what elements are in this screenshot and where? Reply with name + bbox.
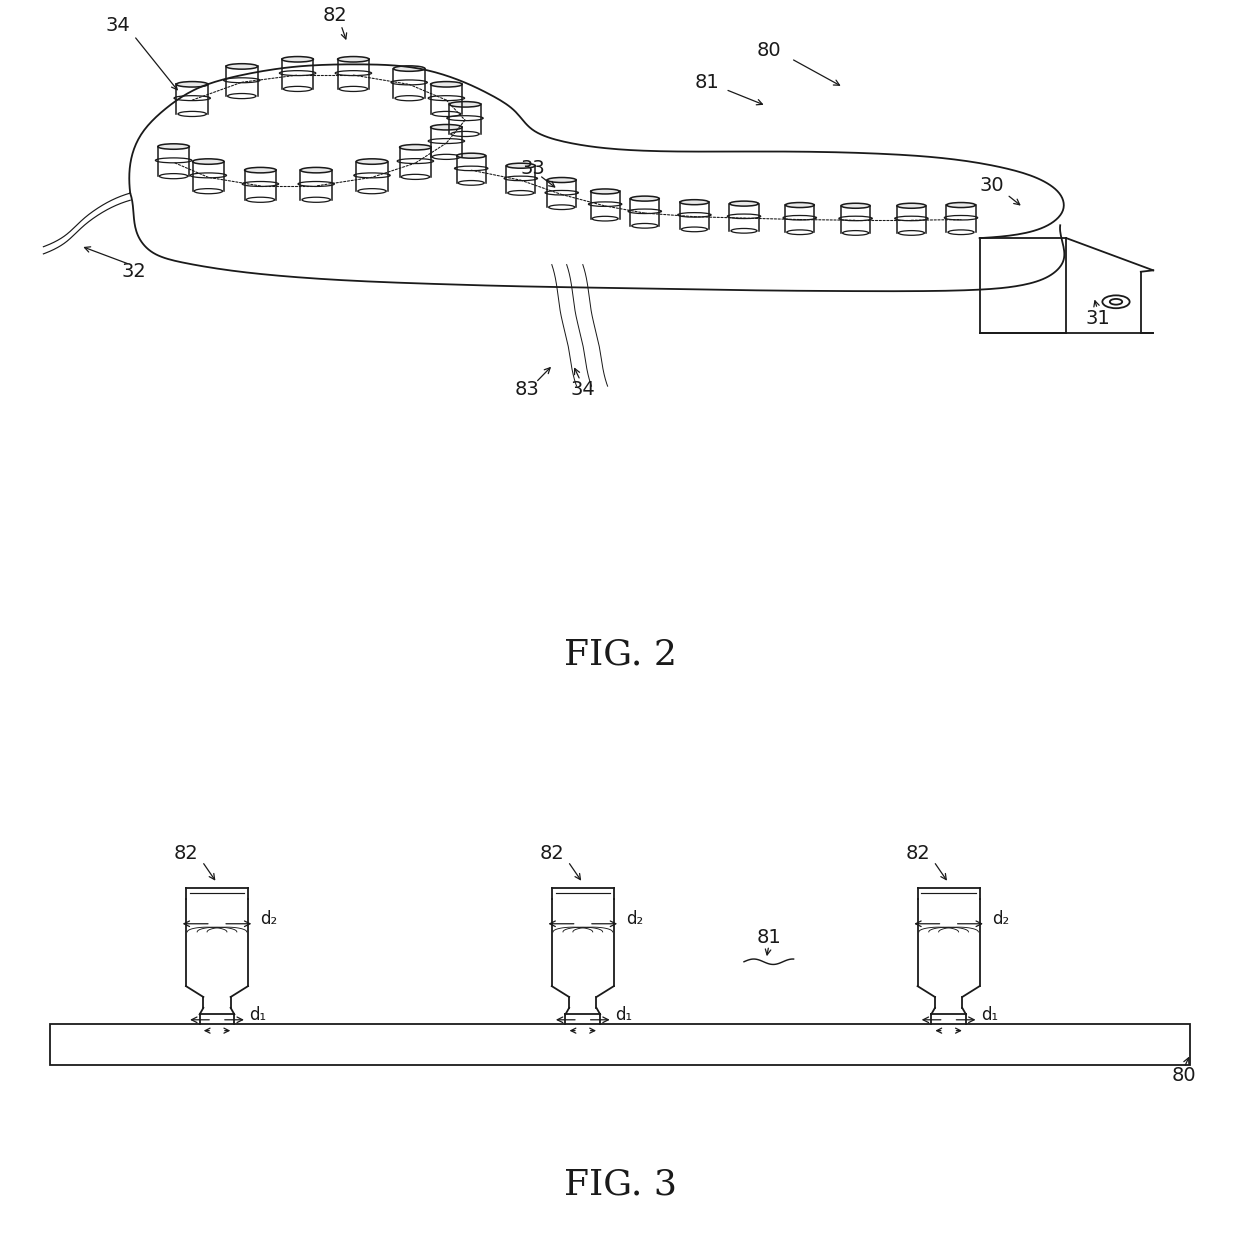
Text: 34: 34 (105, 16, 130, 35)
Ellipse shape (841, 203, 870, 208)
Text: 32: 32 (122, 263, 146, 281)
Text: d₁: d₁ (981, 1006, 998, 1025)
Text: 81: 81 (694, 73, 719, 91)
Text: d₂: d₂ (626, 910, 644, 928)
Ellipse shape (393, 65, 425, 72)
Ellipse shape (946, 202, 976, 207)
Text: FIG. 2: FIG. 2 (563, 637, 677, 671)
Text: 82: 82 (539, 843, 564, 863)
Ellipse shape (680, 200, 709, 205)
Text: 80: 80 (756, 41, 781, 59)
Ellipse shape (630, 196, 660, 201)
Ellipse shape (729, 201, 759, 206)
Ellipse shape (226, 64, 258, 69)
Ellipse shape (337, 57, 370, 62)
Text: 80: 80 (1172, 1067, 1197, 1085)
Text: 82: 82 (905, 843, 930, 863)
Text: d₁: d₁ (249, 1006, 267, 1025)
Ellipse shape (547, 178, 577, 182)
Text: 81: 81 (756, 927, 781, 947)
Ellipse shape (176, 81, 208, 88)
Ellipse shape (430, 81, 463, 88)
Ellipse shape (399, 144, 432, 150)
Ellipse shape (356, 159, 388, 164)
Ellipse shape (785, 202, 815, 207)
Text: d₁: d₁ (615, 1006, 632, 1025)
Ellipse shape (590, 189, 620, 194)
Ellipse shape (506, 163, 536, 168)
Text: 34: 34 (570, 380, 595, 399)
Ellipse shape (449, 101, 481, 107)
Ellipse shape (897, 203, 926, 208)
Text: 31: 31 (1085, 308, 1110, 328)
Text: 82: 82 (174, 843, 198, 863)
Text: 82: 82 (322, 6, 347, 25)
Ellipse shape (157, 144, 190, 149)
Text: d₂: d₂ (992, 910, 1009, 928)
Ellipse shape (281, 57, 314, 62)
Ellipse shape (456, 153, 486, 158)
Text: 30: 30 (980, 176, 1004, 196)
Ellipse shape (300, 168, 332, 173)
Text: 83: 83 (515, 380, 539, 399)
Text: 33: 33 (521, 159, 546, 178)
Text: d₂: d₂ (260, 910, 278, 928)
Ellipse shape (430, 125, 463, 129)
Ellipse shape (192, 159, 224, 164)
Text: FIG. 3: FIG. 3 (563, 1168, 677, 1201)
Ellipse shape (244, 168, 277, 173)
